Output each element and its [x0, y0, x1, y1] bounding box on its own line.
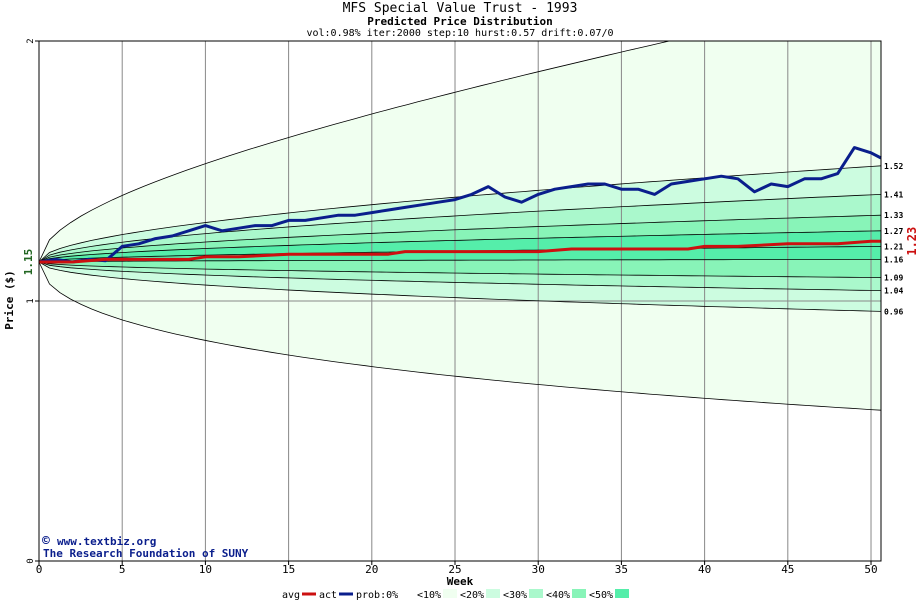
band-boundary-2 — [39, 261, 881, 291]
band-region-1 — [39, 262, 881, 312]
legend-label-3: <10% — [417, 590, 441, 600]
band-label-1.04: 1.04 — [884, 287, 903, 296]
band-label-1.09: 1.09 — [884, 274, 903, 283]
legend: avg act prob:0% <10% <20% <30% <40% <50% — [282, 589, 629, 600]
legend-label-1: act — [319, 590, 337, 600]
y-tick-label-1: 1 — [26, 298, 36, 303]
legend-swatch-2 — [400, 589, 414, 598]
legend-label-7: <50% — [589, 590, 613, 600]
legend-label-0: avg — [282, 590, 300, 600]
band-value-labels: 0.96 1.04 1.09 1.16 1.21 1.27 1.33 1.41 1.52 — [884, 162, 903, 317]
legend-label-2: prob:0% — [356, 590, 398, 600]
x-tick-label-0: 0 — [36, 563, 43, 576]
band-label-0.96: 0.96 — [884, 307, 903, 316]
x-tick-label-10: 10 — [199, 563, 212, 576]
chart-title: MFS Special Value Trust - 1993 — [343, 1, 578, 16]
band-label-1.21: 1.21 — [884, 242, 903, 251]
series-line-avg — [39, 239, 881, 264]
legend-label-5: <30% — [503, 590, 527, 600]
x-tick-label-5: 5 — [119, 563, 126, 576]
band-boundary-4 — [39, 259, 881, 263]
x-tick-label-40: 40 — [698, 563, 711, 576]
band-boundary-0 — [39, 261, 881, 411]
band-region-8 — [39, 165, 881, 262]
y-axis-ticks: 0 1 2 — [26, 38, 39, 564]
watermark-copyright-symbol: © — [42, 534, 50, 549]
legend-label-6: <40% — [546, 590, 570, 600]
band-boundary-7 — [39, 214, 881, 263]
x-axis-label: Week — [447, 575, 474, 588]
band-boundary-10 — [39, 41, 671, 263]
x-tick-label-35: 35 — [615, 563, 628, 576]
band-label-1.27: 1.27 — [884, 227, 903, 236]
band-region-3 — [39, 259, 881, 278]
band-label-1.52: 1.52 — [884, 162, 903, 171]
band-region-2 — [39, 262, 881, 291]
legend-label-4: <20% — [460, 590, 484, 600]
x-axis-ticks: 0 5 10 15 20 25 30 35 40 45 50 — [36, 561, 878, 576]
watermark-org: The Research Foundation of SUNY — [43, 547, 249, 560]
band-region-7 — [39, 194, 881, 262]
chart-params: vol:0.98% iter:2000 step:10 hurst:0.57 d… — [306, 28, 613, 39]
watermark-site: www.textbiz.org — [57, 535, 156, 548]
current-price-label: 1.23 — [905, 227, 919, 256]
band-boundary-8 — [39, 194, 881, 263]
probability-bands — [39, 41, 881, 411]
x-tick-label-15: 15 — [282, 563, 295, 576]
chart-subtitle: Predicted Price Distribution — [367, 15, 552, 28]
legend-swatch-5 — [529, 589, 543, 598]
band-region-9 — [39, 41, 881, 262]
band-boundary-6 — [39, 230, 881, 263]
y-tick-label-2: 2 — [26, 38, 36, 43]
legend-swatch-7 — [615, 589, 629, 598]
y-tick-label-0: 0 — [26, 558, 36, 563]
x-tick-label-50: 50 — [864, 563, 877, 576]
start-price-label: 1.15 — [22, 249, 35, 276]
legend-swatch-6 — [572, 589, 586, 598]
band-boundary-3 — [39, 261, 881, 278]
band-boundary-1 — [39, 261, 881, 312]
y-axis-label: Price ($) — [3, 270, 16, 330]
band-region-6 — [39, 215, 881, 262]
x-tick-label-30: 30 — [532, 563, 545, 576]
legend-swatch-4 — [486, 589, 500, 598]
series-line-act — [38, 146, 882, 264]
band-label-1.33: 1.33 — [884, 211, 903, 220]
band-region-0 — [39, 262, 881, 411]
legend-swatch-3 — [443, 589, 457, 598]
band-label-1.41: 1.41 — [884, 190, 903, 199]
x-tick-label-45: 45 — [781, 563, 794, 576]
x-tick-label-25: 25 — [448, 563, 461, 576]
x-tick-label-20: 20 — [365, 563, 378, 576]
series-lines — [38, 146, 882, 264]
band-label-1.16: 1.16 — [884, 255, 903, 264]
